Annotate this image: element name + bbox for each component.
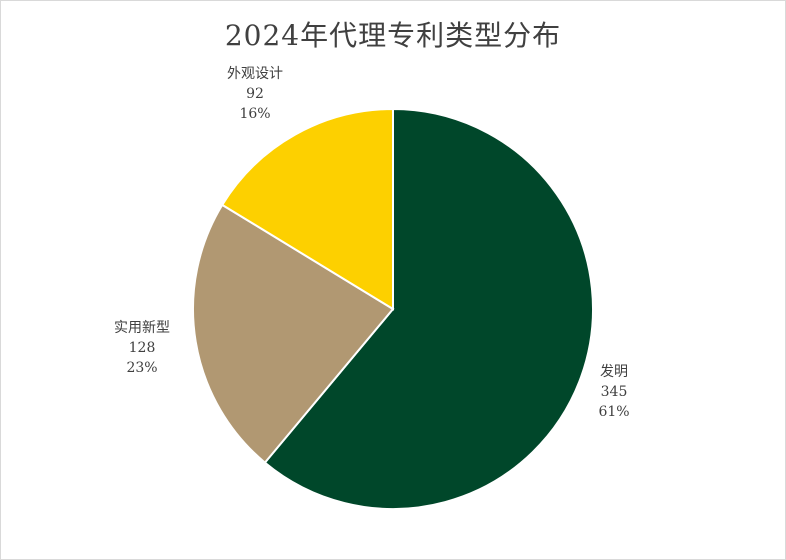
data-label-value-0: 345 <box>601 384 628 400</box>
pie-slice-2 <box>220 107 394 311</box>
data-label-value-1: 128 <box>129 340 156 356</box>
pie-slices <box>192 107 594 510</box>
data-label-percent-1: 23% <box>126 360 157 376</box>
data-label-value-2: 92 <box>246 86 264 102</box>
pie-slice-0 <box>263 107 594 510</box>
pie-slice-1 <box>192 203 395 465</box>
data-label-percent-0: 61% <box>598 404 629 420</box>
data-label-category-1: 实用新型 <box>114 320 170 336</box>
data-label-category-2: 外观设计 <box>227 66 283 82</box>
pie-labels: 发明 345 61% 实用新型 128 23% 外观设计 92 16% <box>114 66 630 420</box>
data-label-percent-2: 16% <box>239 106 270 122</box>
chart-title: 2024年代理专利类型分布 <box>224 19 562 52</box>
data-label-category-0: 发明 <box>600 364 628 380</box>
